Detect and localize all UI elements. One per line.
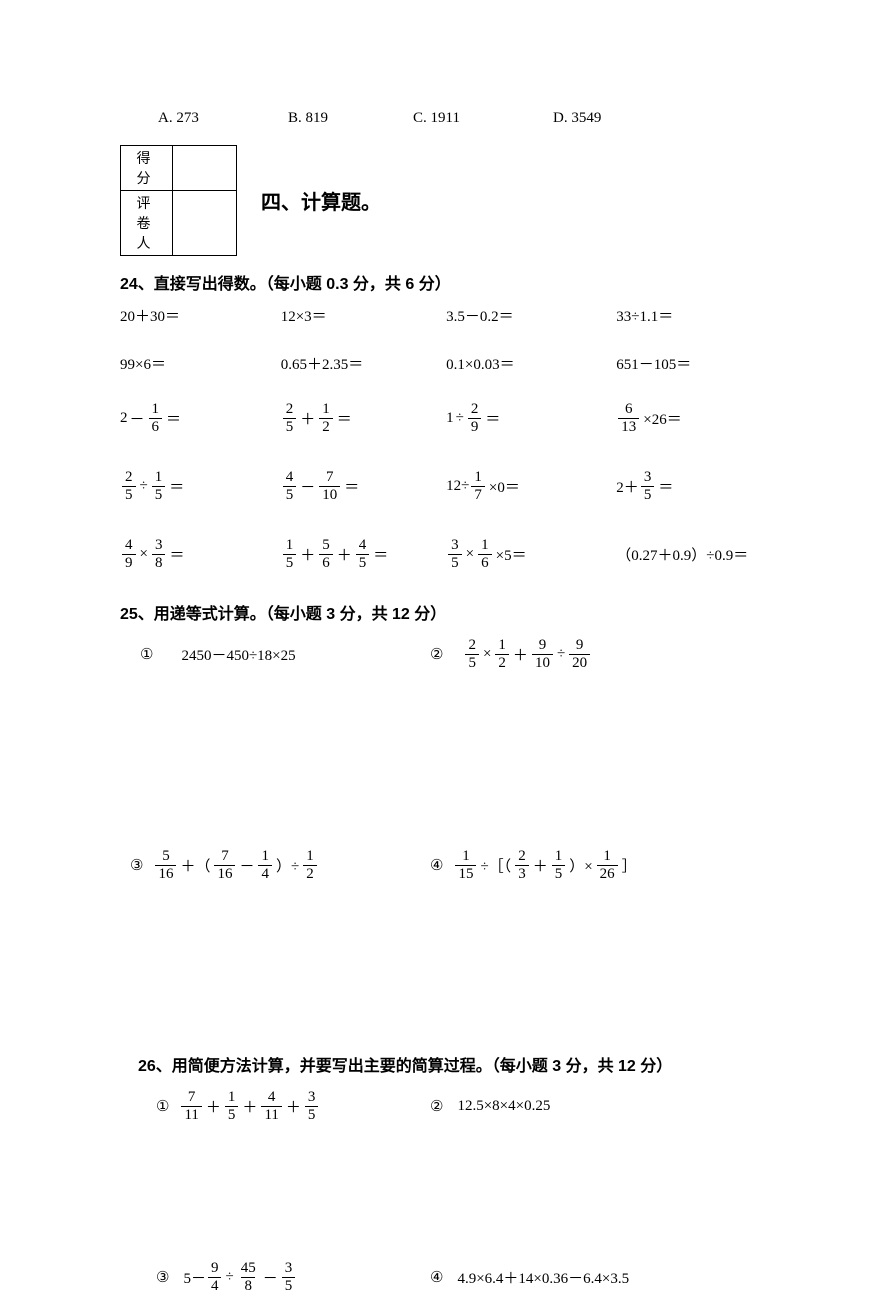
- q24-cell: 0.1×0.03＝: [446, 348, 616, 378]
- q25-expr-4: 115÷［（23＋15）×126］: [453, 849, 638, 882]
- q25-row1: ① 2450－450÷18×25 ② 25×12＋910÷920: [120, 638, 777, 671]
- q24-cell: 651－105＝: [616, 348, 777, 378]
- q24-row: 49×38＝15＋56＋45＝35×16×5＝（0.27＋0.9）÷0.9＝: [120, 532, 777, 576]
- q24-cell: 45－710＝: [281, 464, 446, 508]
- q26-row2: ③ 5－94÷458－35 ④ 4.9×6.4＋14×0.36－6.4×3.5: [120, 1261, 777, 1294]
- q24-row: 20＋30＝12×3＝3.5－0.2＝33÷1.1＝: [120, 300, 777, 330]
- q24-cell: 613×26＝: [616, 396, 777, 440]
- spacer: [120, 675, 777, 835]
- q26-item-3: ③ 5－94÷458－35: [120, 1261, 430, 1294]
- score-row1-label: 得 分: [121, 146, 173, 191]
- opt-c: C. 1911: [413, 110, 553, 127]
- spacer: [120, 886, 777, 1046]
- q26-row1: ① 711 ＋15 ＋411 ＋35 ② 12.5×8×4×0.25: [120, 1090, 777, 1123]
- q25-row2: ③ 516＋（716－14）÷12 ④ 115÷［（23＋15）×126］: [120, 849, 777, 882]
- q24-cell: 25÷15＝: [120, 464, 281, 508]
- q24-rows: 20＋30＝12×3＝3.5－0.2＝33÷1.1＝ 99×6＝0.65＋2.35…: [120, 300, 777, 576]
- q25-item-1: ① 2450－450÷18×25: [120, 638, 430, 671]
- q25-item-3: ③ 516＋（716－14）÷12: [120, 849, 430, 882]
- q26-item-4: ④ 4.9×6.4＋14×0.36－6.4×3.5: [430, 1261, 760, 1294]
- marker-3: ③: [156, 1268, 169, 1287]
- q24-cell: 20＋30＝: [120, 300, 281, 330]
- marker-1: ①: [156, 1097, 169, 1116]
- q25-header: 25、用递等式计算。（每小题 3 分，共 12 分）: [120, 600, 777, 624]
- q24-cell: （0.27＋0.9）÷0.9＝: [616, 532, 777, 576]
- spacer: [120, 1127, 777, 1247]
- opt-d: D. 3549: [553, 110, 673, 127]
- section-4-title: 四、计算题。: [261, 186, 381, 215]
- q24-cell: 0.65＋2.35＝: [281, 348, 446, 378]
- q25-expr-1: 2450－450÷18×25: [181, 644, 295, 665]
- opt-b: B. 819: [288, 110, 413, 127]
- marker-2: ②: [430, 645, 443, 664]
- marker-3: ③: [130, 856, 143, 875]
- q25-item-2: ② 25×12＋910÷920: [430, 638, 760, 671]
- q25-item-4: ④ 115÷［（23＋15）×126］: [430, 849, 760, 882]
- q24-cell: 2＋35＝: [616, 464, 777, 508]
- marker-1: ①: [140, 645, 153, 664]
- marker-2: ②: [430, 1097, 443, 1116]
- q24-cell: 3.5－0.2＝: [446, 300, 616, 330]
- score-row2-value: [173, 191, 237, 256]
- q26-header: 26、用简便方法计算，并要写出主要的简算过程。（每小题 3 分，共 12 分）: [138, 1052, 777, 1076]
- q25-expr-3: 516＋（716－14）÷12: [153, 849, 318, 882]
- q26-expr-1: 711 ＋15 ＋411 ＋35: [179, 1090, 320, 1123]
- q24-cell: 25＋12＝: [281, 396, 446, 440]
- q24-row: 25÷15＝45－710＝12÷17×0＝2＋35＝: [120, 464, 777, 508]
- q24-cell: 12×3＝: [281, 300, 446, 330]
- q23-options: A. 273 B. 819 C. 1911 D. 3549: [158, 110, 777, 127]
- q24-cell: 15＋56＋45＝: [281, 532, 446, 576]
- q24-cell: 33÷1.1＝: [616, 300, 777, 330]
- q26-expr-2: 12.5×8×4×0.25: [457, 1098, 550, 1115]
- q24-row: 2－16＝25＋12＝1÷29＝613×26＝: [120, 396, 777, 440]
- q24-cell: 2－16＝: [120, 396, 281, 440]
- score-row1-value: [173, 146, 237, 191]
- q25-expr-2: 25×12＋910÷920: [463, 638, 592, 671]
- marker-4: ④: [430, 1268, 443, 1287]
- q24-cell: 49×38＝: [120, 532, 281, 576]
- q26-expr-4: 4.9×6.4＋14×0.36－6.4×3.5: [457, 1267, 629, 1288]
- opt-a: A. 273: [158, 110, 288, 127]
- q24-row: 99×6＝0.65＋2.35＝0.1×0.03＝651－105＝: [120, 348, 777, 378]
- q24-cell: 1÷29＝: [446, 396, 616, 440]
- score-row2-label: 评卷人: [121, 191, 173, 256]
- q24-cell: 99×6＝: [120, 348, 281, 378]
- q24-cell: 35×16×5＝: [446, 532, 616, 576]
- q24-cell: 12÷17×0＝: [446, 464, 616, 508]
- q26-item-1: ① 711 ＋15 ＋411 ＋35: [120, 1090, 430, 1123]
- score-table: 得 分 评卷人: [120, 145, 237, 256]
- q26-item-2: ② 12.5×8×4×0.25: [430, 1090, 760, 1123]
- q24-header: 24、直接写出得数。（每小题 0.3 分，共 6 分）: [120, 270, 777, 294]
- section-4-header: 得 分 评卷人 四、计算题。: [120, 145, 777, 256]
- q26-expr-3: 5－94÷458－35: [183, 1261, 297, 1294]
- marker-4: ④: [430, 856, 443, 875]
